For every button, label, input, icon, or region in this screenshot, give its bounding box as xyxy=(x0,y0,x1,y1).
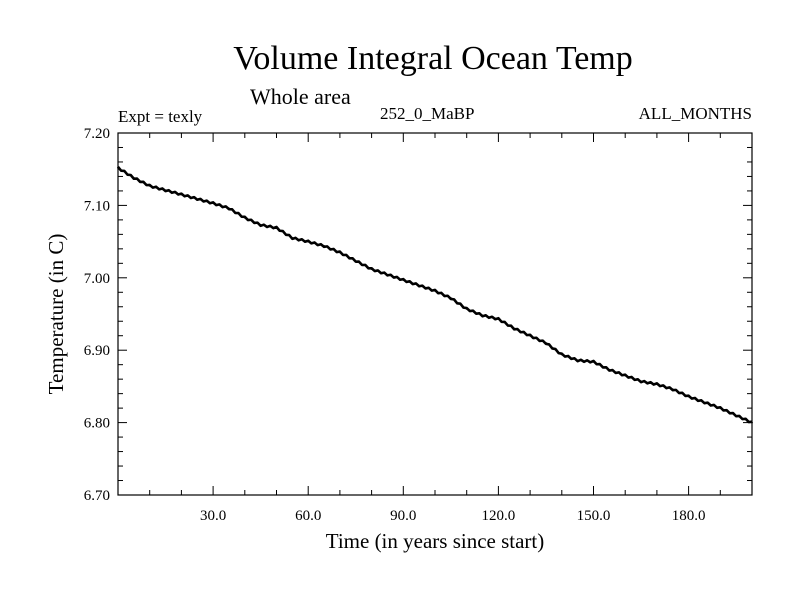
data-point xyxy=(212,202,215,205)
data-point xyxy=(402,279,405,281)
x-tick-label: 30.0 xyxy=(200,508,226,524)
x-tick-label: 180.0 xyxy=(672,508,706,524)
experiment-label: Expt = texly xyxy=(118,107,203,126)
x-axis-title: Time (in years since start) xyxy=(326,529,545,553)
data-point xyxy=(465,308,468,310)
data-point xyxy=(370,268,373,271)
data-point xyxy=(132,176,135,179)
data-point xyxy=(291,237,294,239)
y-tick-label: 6.80 xyxy=(84,416,110,432)
data-point xyxy=(323,245,325,247)
data-point xyxy=(497,318,500,320)
x-tick-label: 120.0 xyxy=(482,508,516,524)
data-point xyxy=(656,383,658,386)
y-tick-label: 6.90 xyxy=(84,343,110,359)
data-point xyxy=(624,374,627,377)
chart-subtitle: Whole area xyxy=(250,84,351,109)
tick-layer: 30.0 60.0 90.0 120.0 150.0 180.0 6.70 6.80 6.90 7… xyxy=(84,126,752,524)
data-point xyxy=(560,353,563,356)
data-point xyxy=(449,297,452,299)
data-point xyxy=(148,184,151,187)
data-point xyxy=(671,388,674,391)
data-point xyxy=(228,207,230,210)
run-label: 252_0_MaBP xyxy=(380,104,475,123)
data-point xyxy=(513,327,516,330)
x-tick-label: 90.0 xyxy=(390,508,416,524)
data-point xyxy=(576,359,579,362)
y-tick-label: 7.20 xyxy=(84,126,110,142)
data-point xyxy=(608,368,611,371)
data-point xyxy=(339,251,341,254)
data-point xyxy=(259,224,262,226)
data-point xyxy=(180,193,183,196)
x-tick-label: 60.0 xyxy=(295,508,321,524)
data-point xyxy=(592,360,595,363)
x-tick-label: 150.0 xyxy=(577,508,611,524)
y-tick-label: 7.10 xyxy=(84,198,110,214)
y-tick-label: 7.00 xyxy=(84,271,110,287)
months-label: ALL_MONTHS xyxy=(638,104,752,123)
data-layer xyxy=(117,166,753,424)
data-point xyxy=(529,334,531,337)
data-point xyxy=(719,407,722,410)
y-tick-label: 6.70 xyxy=(84,488,110,504)
data-point xyxy=(481,314,484,317)
chart-title: Volume Integral Ocean Temp xyxy=(233,40,633,77)
data-point xyxy=(545,342,547,344)
y-axis-title: Temperature (in C) xyxy=(44,234,68,395)
data-point xyxy=(275,226,278,229)
data-point xyxy=(243,216,246,219)
data-point xyxy=(687,395,690,398)
data-point xyxy=(434,289,436,292)
plot-frame xyxy=(117,132,753,496)
data-point xyxy=(640,380,642,383)
data-point xyxy=(307,240,310,243)
